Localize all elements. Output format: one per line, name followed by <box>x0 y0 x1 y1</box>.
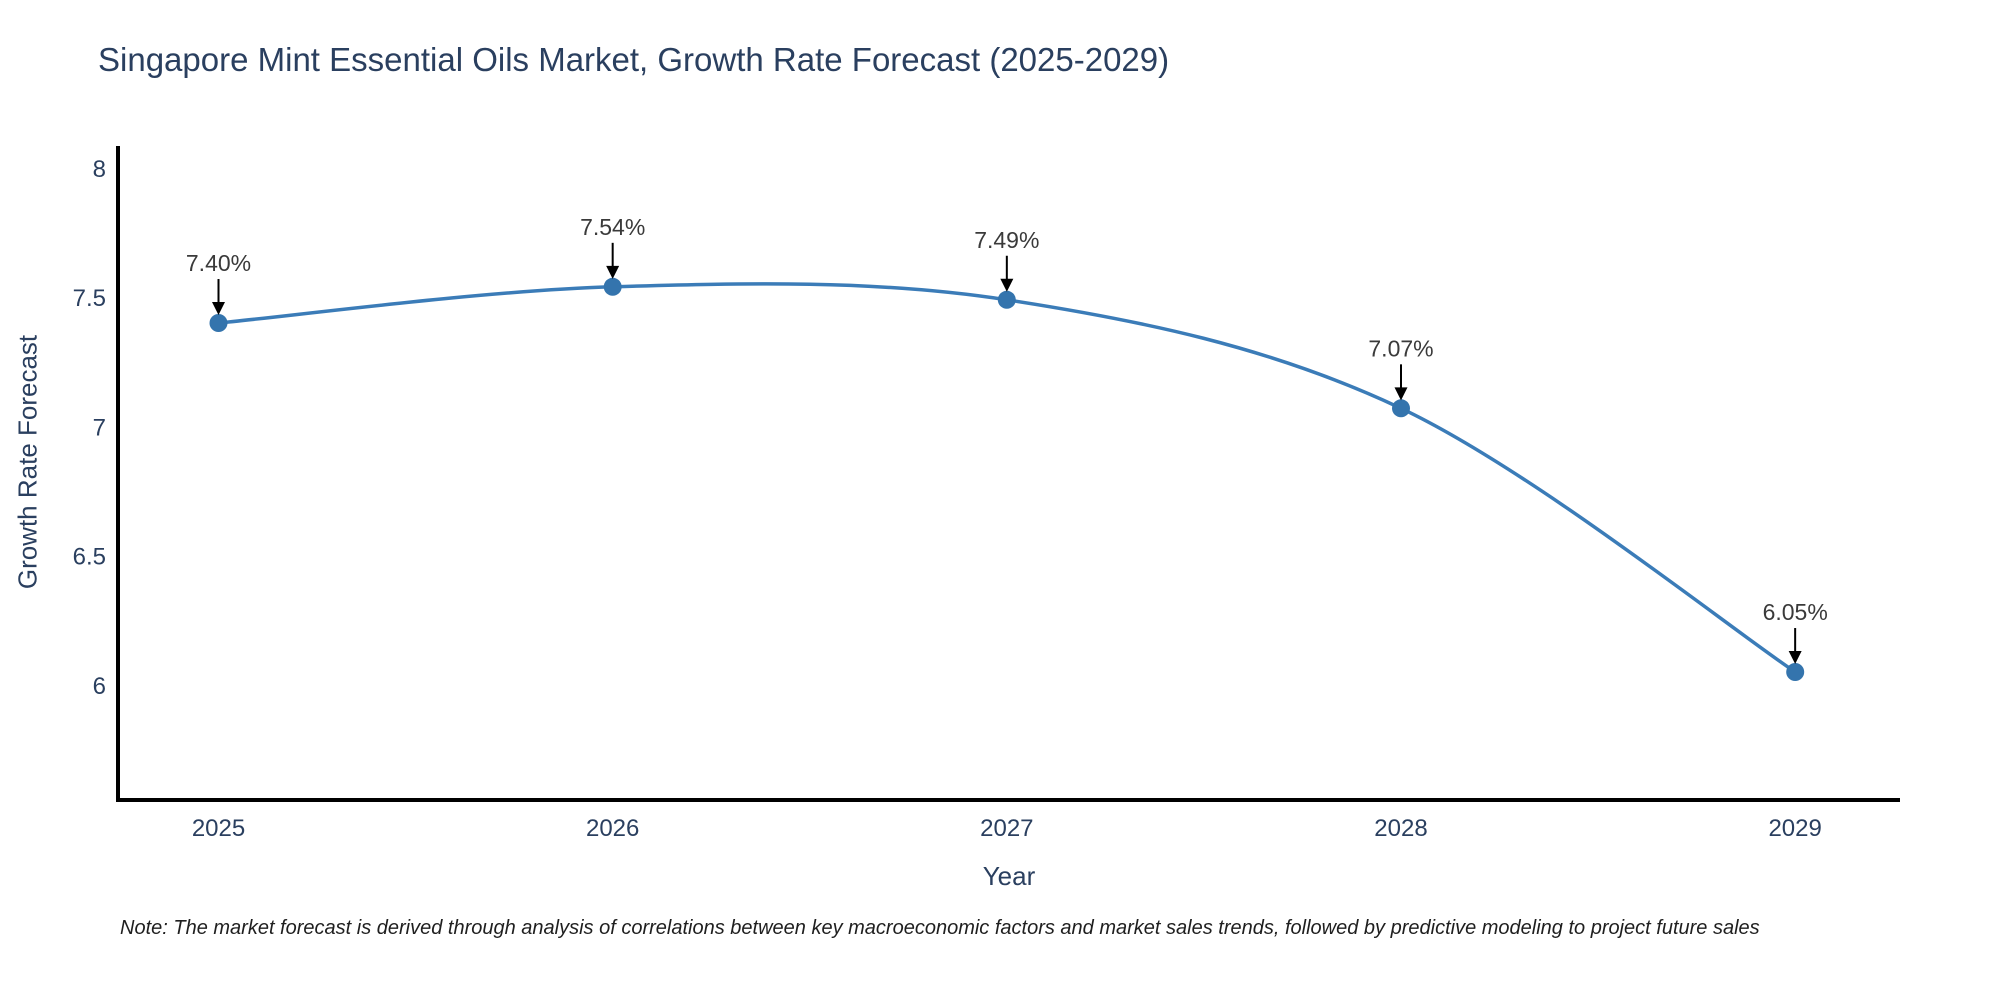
data-point-marker[interactable] <box>997 290 1016 309</box>
y-tick-label: 7 <box>93 414 106 441</box>
annotation-arrowhead <box>1788 651 1802 665</box>
x-tick-label: 2025 <box>192 815 245 842</box>
y-tick-label: 7.5 <box>73 285 106 312</box>
x-tick-label: 2029 <box>1768 815 1821 842</box>
footnote: Note: The market forecast is derived thr… <box>120 917 1760 939</box>
x-tick-label: 2028 <box>1374 815 1427 842</box>
data-point-label: 7.49% <box>974 227 1039 253</box>
data-point-label: 7.07% <box>1368 335 1433 361</box>
y-tick-label: 8 <box>93 156 106 183</box>
annotation-arrowhead <box>212 302 226 316</box>
chart-title: Singapore Mint Essential Oils Market, Gr… <box>98 41 1170 78</box>
y-tick-label: 6 <box>93 673 106 700</box>
data-point-label: 7.40% <box>186 250 251 276</box>
data-point-marker[interactable] <box>209 314 228 332</box>
trend-line <box>216 282 1797 674</box>
data-point-marker[interactable] <box>603 277 622 296</box>
y-axis-title: Growth Rate Forecast <box>12 334 43 590</box>
data-point-marker[interactable] <box>1786 663 1805 681</box>
y-tick-label: 6.5 <box>73 544 106 571</box>
x-tick-label: 2027 <box>980 815 1033 842</box>
annotation-arrowhead <box>1000 278 1014 292</box>
annotation-arrowhead <box>606 265 620 279</box>
x-tick-label: 2026 <box>586 815 639 842</box>
data-point-label: 6.05% <box>1763 599 1828 625</box>
x-axis-title: Year <box>982 861 1036 891</box>
data-point-label: 7.54% <box>580 214 645 240</box>
data-point-marker[interactable] <box>1392 399 1410 418</box>
annotation-arrowhead <box>1394 387 1408 401</box>
